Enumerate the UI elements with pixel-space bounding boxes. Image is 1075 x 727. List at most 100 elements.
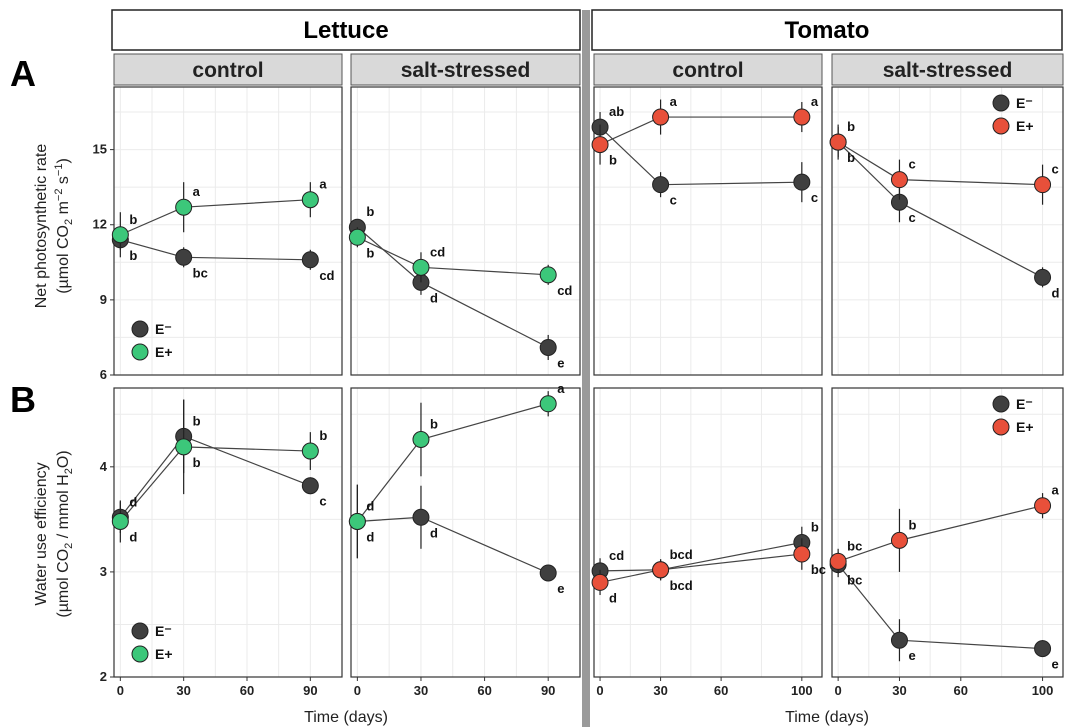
legend-label-e-minus: E⁻: [1016, 396, 1033, 412]
legend-marker-e-minus: [992, 395, 1010, 413]
panel-b-lettuce-control: 2 3 4 0 30 60 90 d b c d b b E⁻ E+: [100, 387, 343, 698]
data-point-e-plus: [175, 198, 193, 216]
significance-letter: b: [847, 119, 855, 134]
significance-letter: bc: [193, 265, 208, 280]
significance-letter: b: [908, 517, 916, 532]
x-tick-label: 90: [303, 683, 317, 698]
x-axis-title-lettuce: Time (days): [304, 709, 388, 726]
significance-letter: e: [1052, 657, 1059, 672]
data-point-e-minus: [1034, 268, 1052, 286]
condition-label: control: [192, 59, 263, 82]
data-point-e-plus: [412, 430, 430, 448]
significance-letter: c: [670, 193, 677, 208]
panel-b-tomato-control: 0 30 60 100 cd bcd b d bcd bc: [591, 387, 826, 698]
legend-label-e-plus: E+: [1016, 118, 1034, 134]
data-point-e-plus: [652, 561, 670, 579]
legend-marker-e-plus: [992, 418, 1010, 436]
condition-strip: [831, 53, 1064, 86]
panel-b-tomato-salt: 0 30 60 100 bc e e bc b a E⁻ E+: [829, 387, 1064, 698]
significance-letter: a: [811, 94, 819, 109]
significance-letter: b: [129, 248, 137, 263]
svg-text:Net photosynthetic rate: Net photosynthetic rate: [33, 144, 50, 309]
svg-text:Water use efficiency: Water use efficiency: [33, 462, 50, 605]
data-point-e-minus: [793, 173, 811, 191]
x-tick-label: 30: [414, 683, 428, 698]
data-point-e-plus: [301, 442, 319, 460]
data-point-e-minus: [539, 338, 557, 356]
data-point-e-plus: [1034, 176, 1052, 194]
data-point-e-plus: [793, 108, 811, 126]
plot-background: [114, 388, 342, 677]
data-point-e-plus: [829, 133, 847, 151]
x-tick-label: 30: [176, 683, 190, 698]
data-point-e-plus: [591, 573, 609, 591]
data-point-e-plus: [111, 512, 129, 530]
significance-letter: cd: [609, 548, 624, 563]
significance-letter: b: [319, 428, 327, 443]
panel-a-tomato-control: control ab c c b a a: [591, 53, 823, 376]
legend-marker-e-plus: [131, 343, 149, 361]
x-tick-label: 90: [541, 683, 555, 698]
significance-letter: d: [129, 494, 137, 509]
significance-letter: a: [1052, 483, 1060, 498]
plot-border: [113, 387, 343, 678]
row-letter-b: B: [10, 379, 36, 420]
x-tick-label: 60: [714, 683, 728, 698]
significance-letter: bc: [811, 562, 826, 577]
tomato-header: Tomato: [785, 17, 870, 44]
data-point-e-plus: [591, 136, 609, 154]
tomato-header-box: [591, 9, 1063, 51]
legend-marker-e-minus: [131, 320, 149, 338]
plot-background: [351, 388, 580, 677]
significance-letter: bcd: [670, 578, 693, 593]
legend-label-e-plus: E+: [1016, 419, 1034, 435]
data-point-e-minus: [890, 631, 908, 649]
x-tick-label: 60: [477, 683, 491, 698]
plot-border: [593, 86, 823, 376]
significance-letter: bc: [847, 538, 862, 553]
significance-letter: d: [366, 498, 374, 513]
significance-letter: bcd: [670, 547, 693, 562]
data-point-e-minus: [175, 248, 193, 266]
legend-marker-e-plus: [131, 645, 149, 663]
legend-marker-e-minus: [131, 622, 149, 640]
y-tick-label: 2: [100, 669, 107, 684]
plot-background: [594, 87, 822, 375]
legend-label-e-minus: E⁻: [155, 623, 172, 639]
data-point-e-plus: [111, 226, 129, 244]
svg-text:(µmol CO2 m−2 s−1): (µmol CO2 m−2 s−1): [53, 158, 75, 294]
plot-border: [831, 387, 1064, 678]
significance-letter: a: [670, 94, 678, 109]
significance-letter: e: [557, 355, 564, 370]
y-tick-label: 12: [93, 217, 107, 232]
significance-letter: cd: [430, 244, 445, 259]
y-tick-label: 6: [100, 367, 107, 382]
crop-separator: [582, 10, 590, 727]
significance-letter: d: [366, 529, 374, 544]
significance-letter: e: [908, 648, 915, 663]
panel-a-tomato-salt: salt-stressed b c d b c c E⁻ E+: [829, 53, 1064, 376]
x-tick-label: 60: [240, 683, 254, 698]
significance-letter: b: [430, 416, 438, 431]
data-point-e-minus: [1034, 640, 1052, 658]
data-point-e-plus: [793, 545, 811, 563]
plot-background: [594, 388, 822, 677]
data-point-e-plus: [175, 438, 193, 456]
condition-strip: [350, 53, 581, 86]
condition-label: salt-stressed: [401, 59, 531, 82]
data-point-e-plus: [348, 228, 366, 246]
svg-text:(µmol CO2 / mmol H2O): (µmol CO2 / mmol H2O): [55, 450, 75, 617]
data-point-e-plus: [890, 531, 908, 549]
significance-letter: b: [847, 150, 855, 165]
x-tick-label: 60: [954, 683, 968, 698]
data-point-e-minus: [539, 564, 557, 582]
panel-a-lettuce-control: control 6 9 12 15 b bc cd b a a E⁻ E+: [93, 53, 343, 382]
significance-letter: d: [609, 590, 617, 605]
condition-strip: [593, 53, 823, 86]
panel-b-lettuce-salt: 0 30 60 90 d d e d b a: [348, 381, 581, 698]
plot-background: [832, 87, 1063, 375]
significance-letter: b: [193, 413, 201, 428]
panel-a-lettuce-salt: salt-stressed b d e b cd cd: [348, 53, 581, 376]
legend-marker-e-plus: [992, 117, 1010, 135]
data-point-e-plus: [652, 108, 670, 126]
